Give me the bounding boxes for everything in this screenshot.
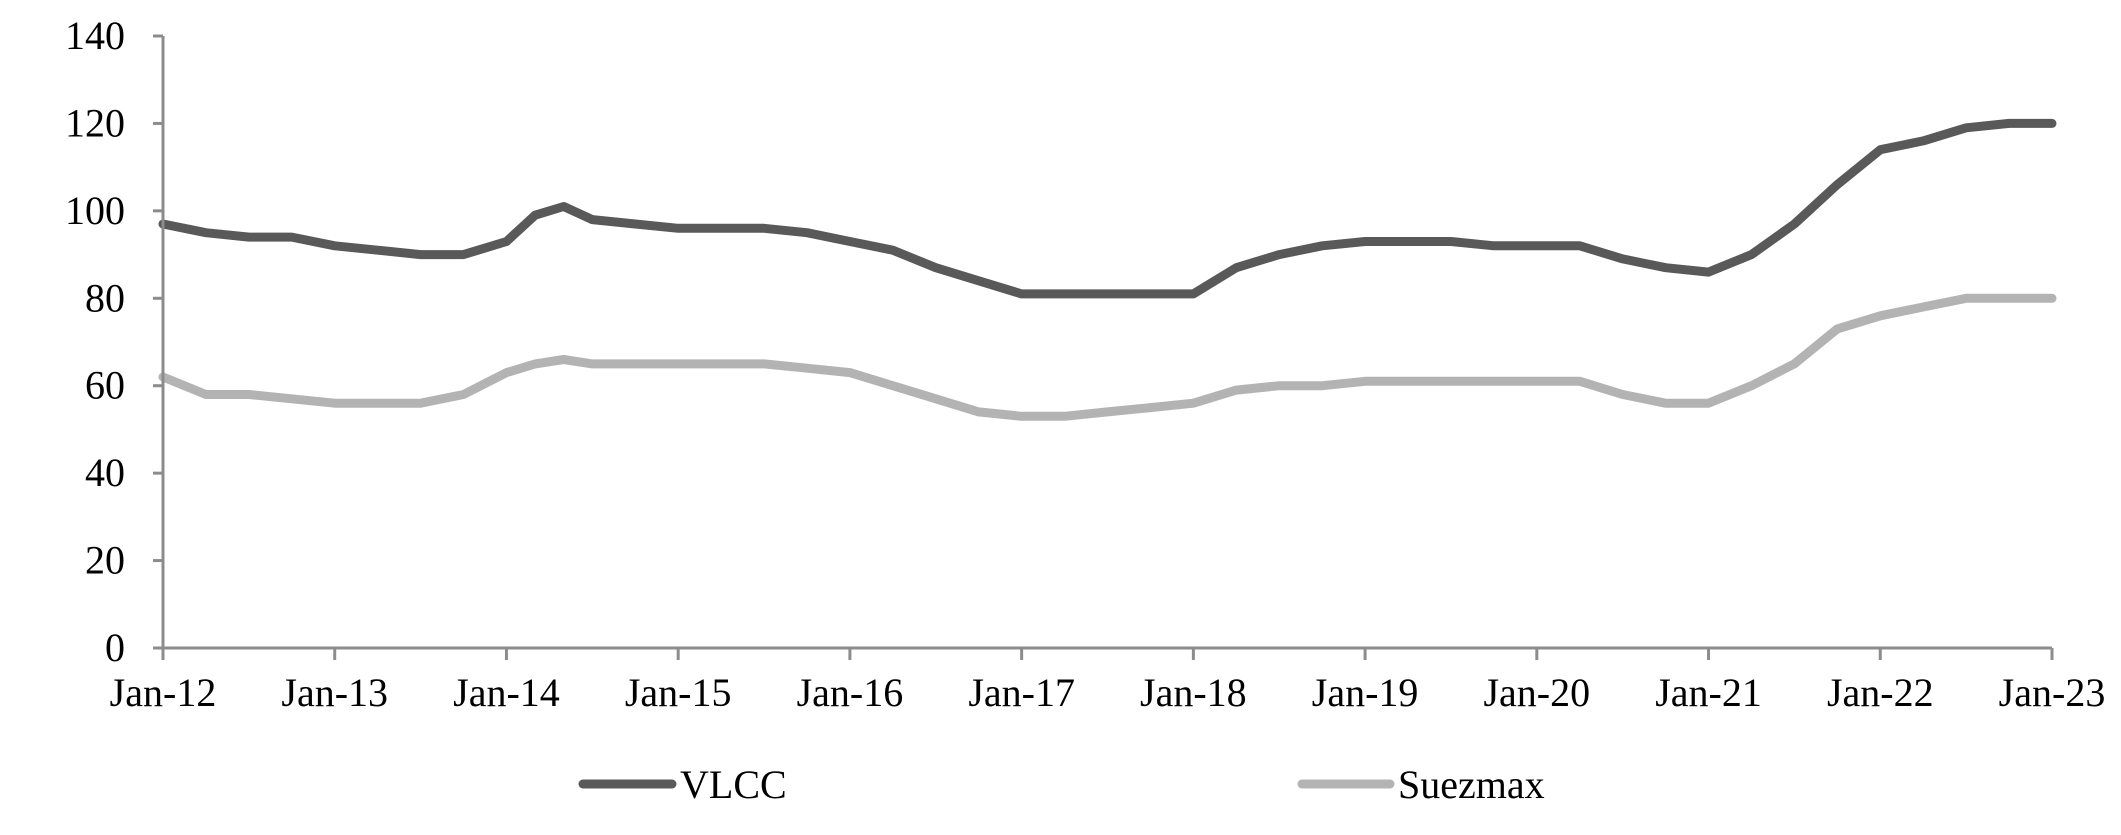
y-tick-label: 100	[65, 188, 125, 233]
legend-item-vlcc: VLCC	[578, 762, 787, 807]
legend-label-vlcc: VLCC	[680, 762, 787, 807]
x-tick-label: Jan-20	[1483, 670, 1590, 715]
x-tick-label: Jan-13	[281, 670, 388, 715]
x-tick-label: Jan-22	[1827, 670, 1934, 715]
x-tick-label: Jan-21	[1655, 670, 1762, 715]
y-tick-label: 20	[85, 538, 125, 583]
y-tick-label: 60	[85, 363, 125, 408]
x-tick-label: Jan-15	[625, 670, 732, 715]
axes	[161, 36, 2052, 650]
series-line-vlcc	[158, 118, 2057, 299]
legend-item-suezmax: Suezmax	[1297, 762, 1545, 807]
x-tick-label: Jan-18	[1140, 670, 1247, 715]
y-axis-ticks: 0 20 40 60 80 100 120 140	[65, 13, 163, 670]
y-tick-label: 120	[65, 100, 125, 145]
plot-lines	[158, 118, 2057, 421]
series-line-suezmax	[158, 293, 2057, 421]
x-tick-label: Jan-16	[797, 670, 904, 715]
x-tick-label: Jan-23	[1999, 670, 2106, 715]
x-axis-ticks: Jan-12 Jan-13 Jan-14 Jan-15 Jan-16 Jan-17 Jan-…	[110, 648, 2106, 715]
x-tick-label: Jan-14	[453, 670, 560, 715]
legend: VLCC Suezmax	[578, 762, 1545, 807]
y-tick-label: 40	[85, 450, 125, 495]
x-tick-label: Jan-19	[1312, 670, 1419, 715]
x-tick-label: Jan-12	[110, 670, 217, 715]
legend-label-suezmax: Suezmax	[1398, 762, 1545, 807]
x-tick-label: Jan-17	[968, 670, 1075, 715]
y-tick-label: 140	[65, 13, 125, 58]
y-tick-label: 0	[105, 625, 125, 670]
y-tick-label: 80	[85, 275, 125, 320]
